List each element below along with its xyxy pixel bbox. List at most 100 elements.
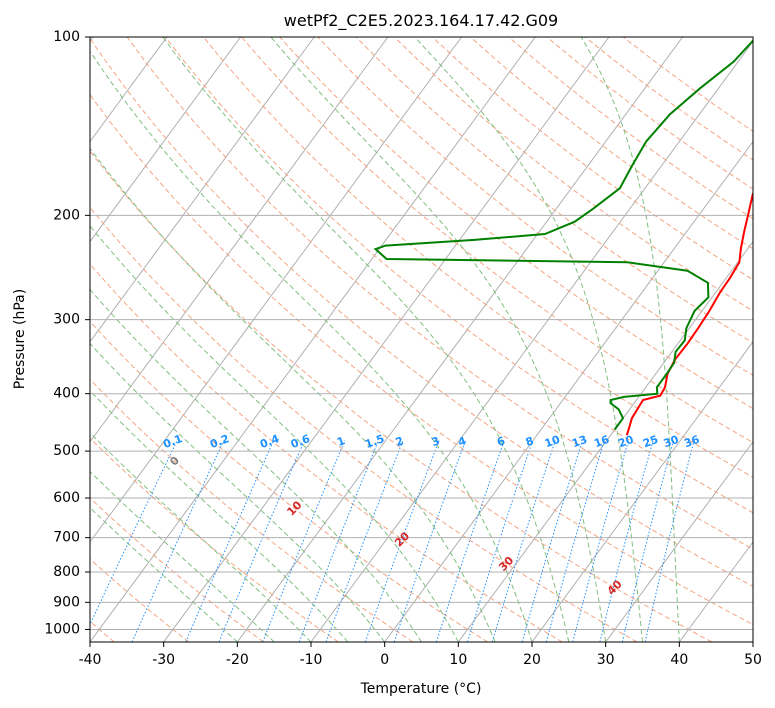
dewpoint-profile-line — [373, 39, 753, 431]
isotherm-line — [531, 340, 753, 642]
y-tick-label: 100 — [53, 29, 80, 45]
mixing-ratio-line — [521, 440, 583, 642]
mixing-ratio-label: 0.2 — [208, 432, 231, 451]
mixing-ratio-label: 36 — [682, 433, 701, 451]
background-lines — [90, 37, 753, 642]
temperature-profile-line — [625, 190, 753, 436]
y-tick-label: 700 — [53, 530, 80, 546]
x-axis: -40 -30 -20 -10 0 10 20 30 40 50 — [79, 642, 762, 668]
isotherm-line — [90, 37, 463, 543]
x-tick-label: -20 — [226, 652, 249, 668]
mixing-ratio-line — [435, 440, 505, 642]
mixing-ratio-line — [325, 440, 404, 642]
mixing-ratio-line — [491, 440, 556, 642]
mixing-ratio-line — [599, 440, 654, 642]
mixing-ratio-label: 30 — [662, 433, 681, 451]
x-tick-label: -40 — [79, 652, 102, 668]
x-axis-label: Temperature (°C) — [360, 681, 482, 697]
x-tick-label: 20 — [523, 652, 541, 668]
y-tick-label: 200 — [53, 207, 80, 223]
y-tick-label: 400 — [53, 386, 80, 402]
isotherm-line — [384, 140, 753, 642]
isotherm-line — [90, 37, 389, 443]
mixing-ratio-line — [262, 440, 346, 642]
mixing-ratio-label: 3 — [430, 434, 442, 449]
dry-adiabat-line — [126, 37, 753, 550]
moist-adiabat-line — [90, 389, 349, 642]
moist-adiabat-line — [270, 37, 607, 642]
mixing-ratio-label: 2 — [394, 434, 406, 449]
mixing-ratio-line — [467, 440, 534, 642]
profile-series — [373, 39, 753, 436]
dry-adiabat-line — [90, 378, 414, 642]
mixing-ratio-label: 4 — [456, 434, 468, 449]
plot-frame — [89, 36, 754, 643]
dry-adiabat-line — [90, 37, 753, 587]
isotherm-line — [90, 37, 168, 143]
dry-adiabat-line — [90, 206, 638, 642]
mixing-ratio-label: 25 — [641, 433, 660, 450]
mixing-ratio-label: 0.6 — [289, 432, 312, 451]
moist-adiabat-line — [90, 288, 422, 642]
mixing-ratio-label: 8 — [524, 434, 536, 449]
mixing-ratio-label: 0.1 — [161, 432, 184, 451]
dry-adiabat-line — [90, 437, 339, 642]
mixing-ratio-label: 1.5 — [363, 432, 386, 451]
x-tick-label: 10 — [449, 652, 467, 668]
dry-adiabat-line — [90, 263, 563, 642]
dry-adiabat-line — [90, 93, 753, 626]
mixing-ratio-line — [621, 440, 674, 642]
mixing-ratio-label: 13 — [570, 433, 589, 450]
isotherm-line — [605, 440, 753, 642]
mixing-ratio-label: 1 — [335, 434, 347, 449]
mixing-ratio-line — [644, 440, 695, 642]
pressure-gridlines — [90, 37, 753, 630]
dry-adiabat-line — [90, 558, 190, 642]
y-tick-label: 800 — [53, 564, 80, 580]
dry-adiabat-line — [317, 37, 753, 376]
x-tick-label: -30 — [152, 652, 175, 668]
background-line-labels: -100-90-80-70-60-50-40-30-20-10010203040… — [161, 432, 701, 598]
x-tick-label: 40 — [670, 652, 688, 668]
moist-adiabat-line — [90, 431, 312, 642]
isotherm-line — [163, 37, 610, 642]
mixing-ratio-label: 0.4 — [258, 432, 281, 451]
moist-adiabat-line — [90, 470, 275, 642]
y-tick-label: 500 — [53, 443, 80, 459]
x-tick-label: 50 — [744, 652, 762, 668]
isotherm-line — [236, 37, 684, 642]
mixing-ratio-label: 20 — [616, 433, 635, 451]
moist-adiabat-line — [580, 37, 680, 642]
dry-adiabat-line — [90, 150, 712, 642]
y-tick-label: 600 — [53, 490, 80, 506]
isotherm-line — [310, 40, 753, 642]
mixing-ratio-label: 16 — [592, 433, 611, 451]
mixing-ratio-line — [364, 440, 440, 642]
y-axis: 100 200 300 400 500 600 700 800 900 1000 — [44, 29, 90, 637]
mixing-ratio-line — [572, 440, 630, 642]
isotherm-line — [90, 37, 315, 343]
moist-adiabat-line — [414, 37, 643, 642]
dry-adiabat-line — [164, 37, 753, 514]
y-tick-label: 900 — [53, 594, 80, 610]
isotherm-line — [90, 37, 242, 243]
moist-adiabat-line — [90, 50, 533, 642]
mixing-ratio-label: 10 — [543, 433, 562, 451]
chart-title: wetPf2_C2E5.2023.164.17.42.G09 — [284, 11, 558, 31]
x-tick-label: -10 — [300, 652, 323, 668]
y-axis-label: Pressure (hPa) — [12, 289, 28, 389]
mixing-ratio-line — [218, 440, 305, 642]
isotherm-line — [457, 240, 753, 642]
mixing-ratio-line — [185, 440, 275, 642]
mixing-ratio-line — [545, 440, 605, 642]
x-tick-label: 0 — [380, 652, 389, 668]
moist-adiabat-line — [90, 147, 496, 642]
isotherm-line — [90, 37, 536, 642]
dry-adiabat-line — [279, 37, 753, 410]
moist-adiabat-line — [162, 37, 570, 642]
moist-adiabat-line — [90, 225, 459, 642]
mixing-ratio-line — [393, 440, 466, 642]
x-tick-label: 30 — [597, 652, 615, 668]
